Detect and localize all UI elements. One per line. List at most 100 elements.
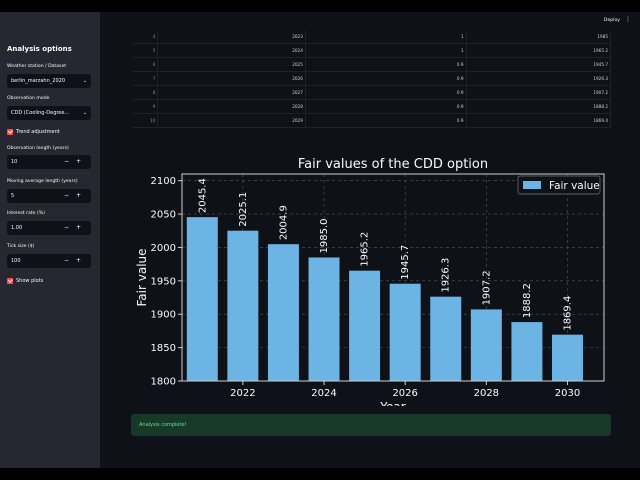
station-select[interactable]: berlin_marzahn_2020 ⌄ [7, 74, 91, 88]
increment-button[interactable]: + [75, 192, 88, 199]
bar [430, 296, 462, 381]
ma-length-value: 5 [11, 193, 15, 199]
mode-label: Observation mode [7, 96, 50, 101]
bar [267, 244, 299, 381]
table-cell-year: 2029 [157, 113, 306, 128]
table-cell-year: 2026 [157, 71, 306, 86]
table-row[interactable]: 6 2025 0.9 1945.7 [133, 57, 612, 72]
bar-value-label: 2004.9 [278, 205, 289, 240]
y-tick-label: 2000 [151, 243, 176, 254]
sidebar-title: Analysis options [7, 45, 72, 53]
table-cell-value: 1945.7 [466, 57, 612, 72]
app-window: Analysis options Weather station / Datas… [0, 12, 640, 468]
tick-label: Tick size ($) [7, 244, 35, 249]
table-cell-rate: 0.9 [305, 71, 467, 86]
bar-value-label: 1965.2 [360, 232, 371, 267]
kebab-icon[interactable]: ⋮ [625, 16, 631, 23]
chevron-down-icon: ⌄ [82, 78, 87, 84]
table-cell-value: 1907.2 [466, 85, 612, 100]
bar [349, 270, 381, 381]
trend-label: Trend adjustment [16, 129, 60, 135]
table-cell-year: 2028 [157, 99, 306, 114]
obs-length-label: Observation length (years) [7, 146, 69, 151]
bar-value-label: 2045.4 [197, 178, 208, 213]
increment-button[interactable]: + [75, 257, 88, 264]
table-cell-value: 1965.2 [466, 43, 612, 58]
table-row[interactable]: 5 2024 1 1965.2 [133, 43, 612, 58]
increment-button[interactable]: + [75, 224, 88, 231]
y-tick-label: 1950 [151, 276, 176, 287]
decrement-button[interactable]: − [63, 224, 76, 231]
decrement-button[interactable]: − [63, 257, 76, 264]
bar [470, 309, 502, 381]
x-tick-label: 2028 [474, 388, 499, 399]
ma-length-input[interactable]: 5 −+ [7, 189, 91, 203]
y-tick-label: 2050 [151, 210, 176, 221]
chevron-down-icon: ⌄ [82, 110, 87, 116]
plot-frame [181, 173, 605, 382]
mode-select[interactable]: CDD (Cooling-Degree... ⌄ [7, 106, 91, 120]
table-cell-value: 1888.2 [466, 99, 612, 114]
interest-input[interactable]: 1.00 −+ [7, 221, 91, 235]
table-cell-year: 2025 [157, 57, 306, 72]
legend-box [517, 175, 601, 195]
table-cell-idx: 9 [133, 99, 159, 114]
table-cell-idx: 6 [133, 57, 159, 72]
bar [551, 334, 583, 381]
increment-button[interactable]: + [75, 158, 88, 165]
bar [511, 322, 543, 381]
decrement-button[interactable]: − [63, 158, 76, 165]
mode-value: CDD (Cooling-Degree... [11, 110, 70, 116]
show-plots-checkbox[interactable]: Show plots [7, 277, 43, 285]
y-tick-label: 1800 [151, 377, 176, 388]
tick-input[interactable]: 100 −+ [7, 254, 91, 268]
x-axis-label: Year [379, 400, 405, 406]
interest-label: Interest rate (%) [7, 211, 45, 216]
table-cell-rate: 1 [305, 43, 467, 58]
table-cell-idx: 4 [133, 30, 159, 44]
y-tick-label: 1900 [151, 310, 176, 321]
bar-value-label: 1907.2 [481, 270, 492, 305]
bar-value-label: 1945.7 [400, 245, 411, 280]
bar-value-label: 1926.3 [441, 258, 452, 293]
success-alert: Analysis complete! [131, 414, 611, 436]
bar [186, 217, 218, 381]
table-row[interactable]: 4 2023 1 1985 [133, 30, 612, 44]
bar-value-label: 2025.1 [238, 192, 249, 227]
bar [389, 283, 421, 381]
x-tick-label: 2024 [311, 388, 336, 399]
table-cell-rate: 0.9 [305, 57, 467, 72]
legend-label: Fair value [549, 180, 600, 192]
bar-value-label: 1985.0 [319, 218, 330, 253]
ma-length-label: Moving average length (years) [7, 179, 78, 184]
table-row[interactable]: 9 2028 0.9 1888.2 [133, 99, 612, 114]
station-value: berlin_marzahn_2020 [11, 78, 65, 84]
results-table[interactable]: 4 2023 1 1985 5 2024 1 1965.2 6 2025 0.9 1945.7 7 202… [133, 30, 612, 128]
trend-checkbox[interactable]: Trend adjustment [7, 128, 60, 136]
table-row[interactable]: 10 2029 0.9 1869.4 [133, 113, 612, 128]
y-axis-label: Fair value [135, 248, 149, 306]
bar-value-label: 1888.2 [522, 283, 533, 318]
show-plots-label: Show plots [16, 278, 44, 284]
station-label: Weather station / Dataset [7, 64, 67, 69]
table-cell-rate: 0.9 [305, 113, 467, 128]
table-cell-year: 2023 [157, 30, 306, 44]
bar [227, 230, 259, 381]
bar-value-label: 1869.4 [562, 296, 573, 331]
x-tick-label: 2030 [555, 388, 580, 399]
deploy-button[interactable]: Deploy [603, 18, 620, 23]
table-cell-idx: 7 [133, 71, 159, 86]
table-cell-rate: 0.9 [305, 85, 467, 100]
fair-value-chart: 2045.4 2025.1 2004.9 1985.0 1965.2 1945.7 1926… [135, 157, 605, 406]
obs-length-input[interactable]: 10 −+ [7, 155, 91, 169]
decrement-button[interactable]: − [63, 192, 76, 199]
table-cell-idx: 5 [133, 43, 159, 58]
table-row[interactable]: 8 2027 0.9 1907.2 [133, 85, 612, 100]
x-tick-label: 2022 [230, 388, 255, 399]
table-cell-rate: 1 [305, 30, 467, 44]
y-tick-label: 2100 [151, 176, 176, 187]
obs-length-value: 10 [11, 159, 18, 165]
tick-value: 100 [11, 258, 21, 264]
table-row[interactable]: 7 2026 0.9 1926.3 [133, 71, 612, 86]
table-cell-value: 1869.4 [466, 113, 612, 128]
